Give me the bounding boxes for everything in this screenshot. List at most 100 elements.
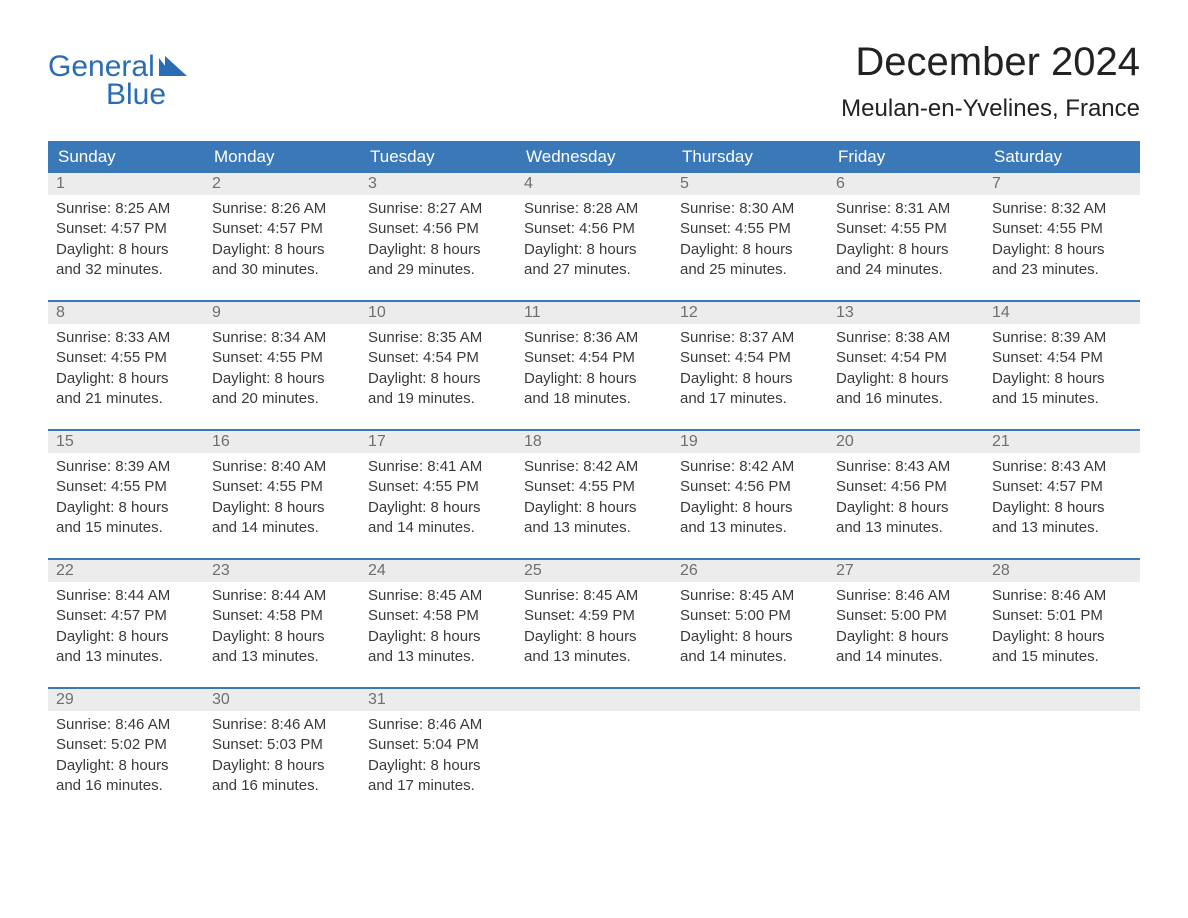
sunset-line: Sunset: 4:54 PM <box>524 348 664 368</box>
weekday-label: Monday <box>204 141 360 173</box>
daylight-line1: Daylight: 8 hours <box>368 498 508 518</box>
daylight-line1: Daylight: 8 hours <box>524 498 664 518</box>
day-details: Sunrise: 8:31 AMSunset: 4:55 PMDaylight:… <box>828 195 984 286</box>
sunrise-line: Sunrise: 8:35 AM <box>368 328 508 348</box>
sunset-line: Sunset: 5:03 PM <box>212 735 352 755</box>
sunrise-line: Sunrise: 8:41 AM <box>368 457 508 477</box>
day-details: Sunrise: 8:46 AMSunset: 5:02 PMDaylight:… <box>48 711 204 802</box>
sunrise-line: Sunrise: 8:43 AM <box>992 457 1132 477</box>
sunrise-line: Sunrise: 8:39 AM <box>56 457 196 477</box>
daylight-line2: and 20 minutes. <box>212 389 352 409</box>
daylight-line2: and 13 minutes. <box>368 647 508 667</box>
weekday-label: Thursday <box>672 141 828 173</box>
day-details: Sunrise: 8:45 AMSunset: 5:00 PMDaylight:… <box>672 582 828 673</box>
sunrise-line: Sunrise: 8:27 AM <box>368 199 508 219</box>
sunrise-line: Sunrise: 8:39 AM <box>992 328 1132 348</box>
title-block: December 2024 Meulan-en-Yvelines, France <box>841 40 1140 133</box>
daylight-line2: and 24 minutes. <box>836 260 976 280</box>
day-number: 31 <box>360 689 516 711</box>
day-number: 18 <box>516 431 672 453</box>
sunset-line: Sunset: 4:55 PM <box>368 477 508 497</box>
day-number <box>672 689 828 711</box>
day-number: 7 <box>984 173 1140 195</box>
daylight-line2: and 18 minutes. <box>524 389 664 409</box>
day-details: Sunrise: 8:34 AMSunset: 4:55 PMDaylight:… <box>204 324 360 415</box>
daylight-line2: and 15 minutes. <box>56 518 196 538</box>
daylight-line1: Daylight: 8 hours <box>836 627 976 647</box>
daylight-line2: and 14 minutes. <box>836 647 976 667</box>
day-details: Sunrise: 8:32 AMSunset: 4:55 PMDaylight:… <box>984 195 1140 286</box>
weekday-label: Wednesday <box>516 141 672 173</box>
daylight-line1: Daylight: 8 hours <box>524 627 664 647</box>
day-details: Sunrise: 8:46 AMSunset: 5:03 PMDaylight:… <box>204 711 360 802</box>
sunset-line: Sunset: 4:57 PM <box>992 477 1132 497</box>
sunset-line: Sunset: 4:59 PM <box>524 606 664 626</box>
day-number: 30 <box>204 689 360 711</box>
header: General Blue December 2024 Meulan-en-Yve… <box>48 40 1140 133</box>
sunset-line: Sunset: 4:56 PM <box>368 219 508 239</box>
sunset-line: Sunset: 4:58 PM <box>368 606 508 626</box>
day-details-row: Sunrise: 8:39 AMSunset: 4:55 PMDaylight:… <box>48 453 1140 544</box>
day-details: Sunrise: 8:37 AMSunset: 4:54 PMDaylight:… <box>672 324 828 415</box>
sunrise-line: Sunrise: 8:46 AM <box>836 586 976 606</box>
day-details-row: Sunrise: 8:44 AMSunset: 4:57 PMDaylight:… <box>48 582 1140 673</box>
weekday-label: Tuesday <box>360 141 516 173</box>
weekday-label: Sunday <box>48 141 204 173</box>
sunrise-line: Sunrise: 8:38 AM <box>836 328 976 348</box>
week-row: 22232425262728Sunrise: 8:44 AMSunset: 4:… <box>48 558 1140 673</box>
day-details: Sunrise: 8:28 AMSunset: 4:56 PMDaylight:… <box>516 195 672 286</box>
day-details <box>828 711 984 802</box>
day-number: 14 <box>984 302 1140 324</box>
daylight-line2: and 15 minutes. <box>992 389 1132 409</box>
daylight-line1: Daylight: 8 hours <box>836 369 976 389</box>
daylight-line2: and 30 minutes. <box>212 260 352 280</box>
daylight-line2: and 14 minutes. <box>680 647 820 667</box>
sunrise-line: Sunrise: 8:43 AM <box>836 457 976 477</box>
daylight-line2: and 13 minutes. <box>992 518 1132 538</box>
daylight-line2: and 29 minutes. <box>368 260 508 280</box>
day-number: 25 <box>516 560 672 582</box>
sunset-line: Sunset: 4:55 PM <box>56 477 196 497</box>
sunrise-line: Sunrise: 8:46 AM <box>56 715 196 735</box>
sunrise-line: Sunrise: 8:32 AM <box>992 199 1132 219</box>
day-number: 22 <box>48 560 204 582</box>
sunrise-line: Sunrise: 8:44 AM <box>56 586 196 606</box>
daylight-line1: Daylight: 8 hours <box>56 369 196 389</box>
week-row: 891011121314Sunrise: 8:33 AMSunset: 4:55… <box>48 300 1140 415</box>
day-number: 24 <box>360 560 516 582</box>
sunrise-line: Sunrise: 8:44 AM <box>212 586 352 606</box>
day-number: 3 <box>360 173 516 195</box>
day-number: 9 <box>204 302 360 324</box>
daylight-line2: and 32 minutes. <box>56 260 196 280</box>
day-details: Sunrise: 8:46 AMSunset: 5:04 PMDaylight:… <box>360 711 516 802</box>
day-number: 16 <box>204 431 360 453</box>
sunrise-line: Sunrise: 8:40 AM <box>212 457 352 477</box>
day-details-row: Sunrise: 8:46 AMSunset: 5:02 PMDaylight:… <box>48 711 1140 802</box>
day-details: Sunrise: 8:45 AMSunset: 4:59 PMDaylight:… <box>516 582 672 673</box>
daylight-line1: Daylight: 8 hours <box>992 627 1132 647</box>
daylight-line1: Daylight: 8 hours <box>212 498 352 518</box>
day-number-row: 891011121314 <box>48 300 1140 324</box>
sunset-line: Sunset: 4:54 PM <box>680 348 820 368</box>
day-number: 15 <box>48 431 204 453</box>
daylight-line2: and 16 minutes. <box>212 776 352 796</box>
day-details: Sunrise: 8:35 AMSunset: 4:54 PMDaylight:… <box>360 324 516 415</box>
day-number: 5 <box>672 173 828 195</box>
sunrise-line: Sunrise: 8:42 AM <box>524 457 664 477</box>
day-details-row: Sunrise: 8:33 AMSunset: 4:55 PMDaylight:… <box>48 324 1140 415</box>
daylight-line2: and 17 minutes. <box>680 389 820 409</box>
day-number <box>984 689 1140 711</box>
daylight-line1: Daylight: 8 hours <box>992 369 1132 389</box>
day-number: 11 <box>516 302 672 324</box>
daylight-line2: and 13 minutes. <box>56 647 196 667</box>
daylight-line1: Daylight: 8 hours <box>680 240 820 260</box>
day-number-row: 293031 <box>48 687 1140 711</box>
sunset-line: Sunset: 4:57 PM <box>56 606 196 626</box>
daylight-line1: Daylight: 8 hours <box>368 240 508 260</box>
day-number: 26 <box>672 560 828 582</box>
sunset-line: Sunset: 5:04 PM <box>368 735 508 755</box>
sunrise-line: Sunrise: 8:37 AM <box>680 328 820 348</box>
sunrise-line: Sunrise: 8:46 AM <box>212 715 352 735</box>
sunrise-line: Sunrise: 8:33 AM <box>56 328 196 348</box>
sunset-line: Sunset: 4:55 PM <box>992 219 1132 239</box>
